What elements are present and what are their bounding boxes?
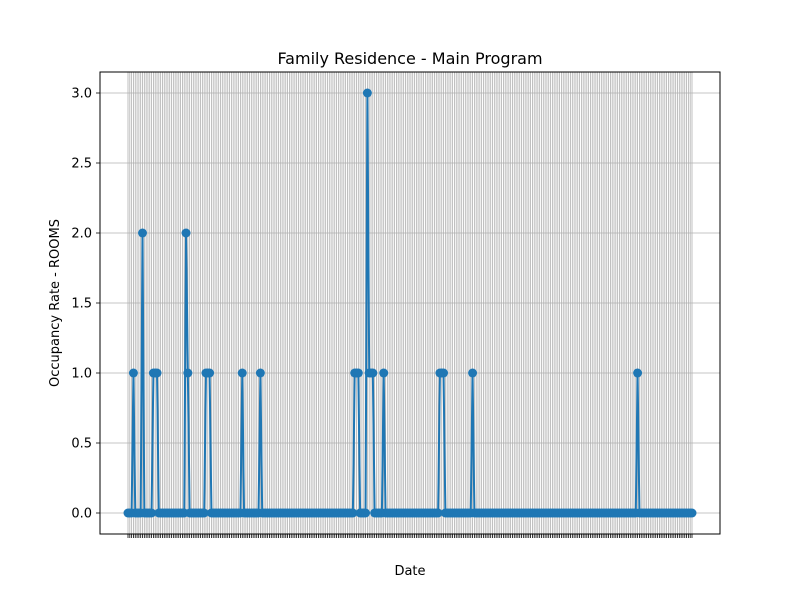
data-point bbox=[183, 368, 193, 378]
y-axis-label: Occupancy Rate - ROOMS bbox=[48, 219, 63, 387]
data-point bbox=[379, 368, 389, 378]
y-tick-label: 0.0 bbox=[71, 507, 92, 522]
series-layer bbox=[123, 88, 697, 518]
y-tick-label: 2.5 bbox=[71, 157, 92, 172]
data-point bbox=[199, 508, 209, 518]
y-tick-label: 0.5 bbox=[71, 437, 92, 452]
y-tick-label: 3.0 bbox=[71, 87, 92, 102]
data-point bbox=[433, 508, 443, 518]
data-point bbox=[255, 368, 265, 378]
data-point bbox=[361, 508, 371, 518]
data-point bbox=[353, 368, 363, 378]
chart-title: Family Residence - Main Program bbox=[277, 49, 542, 68]
data-point bbox=[368, 368, 378, 378]
data-point bbox=[468, 368, 478, 378]
plot-frame bbox=[99, 71, 721, 535]
y-tick-label: 2.0 bbox=[71, 227, 92, 242]
y-tick-label: 1.0 bbox=[71, 367, 92, 382]
y-tick-label: 1.5 bbox=[71, 297, 92, 312]
data-point bbox=[128, 368, 138, 378]
data-point bbox=[205, 368, 215, 378]
data-point bbox=[687, 508, 697, 518]
data-point bbox=[348, 508, 358, 518]
grid-layer bbox=[100, 72, 720, 534]
data-point bbox=[439, 368, 449, 378]
data-point bbox=[147, 508, 157, 518]
data-point bbox=[152, 368, 162, 378]
y-tick-layer: 0.0 0.5 1.0 1.5 2.0 2.5 3.0 bbox=[71, 87, 100, 522]
data-point bbox=[181, 228, 191, 238]
data-point bbox=[633, 368, 643, 378]
data-point bbox=[237, 368, 247, 378]
data-point bbox=[362, 88, 372, 98]
x-axis-label: Date bbox=[394, 564, 425, 579]
x-tick-layer bbox=[127, 534, 693, 538]
data-point bbox=[138, 228, 148, 238]
